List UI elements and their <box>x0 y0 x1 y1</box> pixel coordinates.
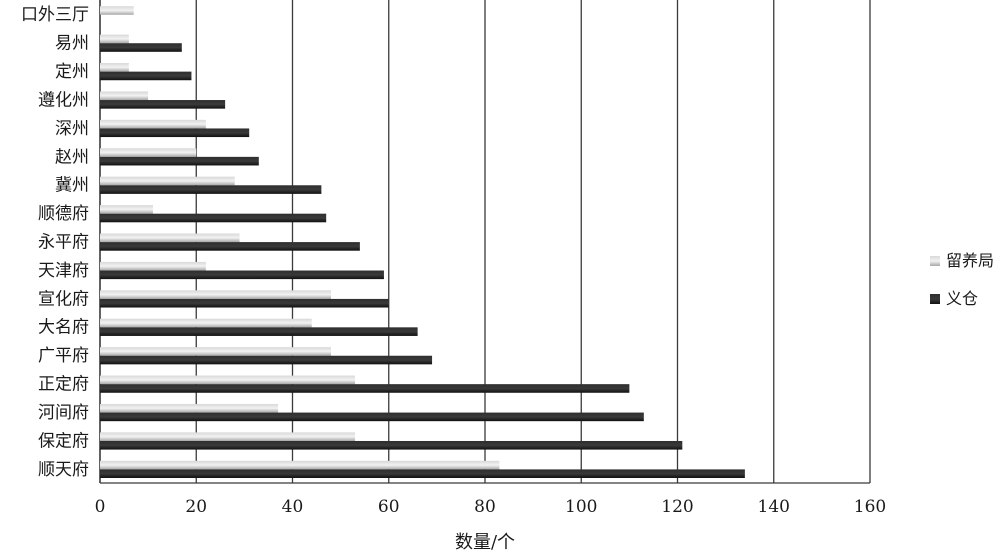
category-label: 大名府 <box>38 318 89 338</box>
bar-yicang <box>100 71 192 81</box>
x-tick-label: 160 <box>854 497 886 517</box>
category-label: 永平府 <box>38 233 89 253</box>
bar-yicang <box>100 156 259 166</box>
x-tick-label: 80 <box>474 497 496 517</box>
bar-yicang <box>100 242 360 251</box>
bar-yicang <box>100 43 182 52</box>
bar-yicang <box>100 412 644 422</box>
category-label: 天津府 <box>38 261 89 281</box>
bar-yicang <box>100 440 683 450</box>
bar-yicang <box>100 100 226 109</box>
category-label: 顺德府 <box>38 204 89 224</box>
bar-liuyangju <box>100 460 500 470</box>
x-tick-labels: 0 20 40 60 80 100 120 140 160 <box>95 497 887 517</box>
x-axis-title: 数量/个 <box>455 532 515 550</box>
bar-liuyangju <box>100 375 356 385</box>
bar-liuyangju <box>100 91 149 101</box>
bar-yicang <box>100 384 630 393</box>
bar-liuyangju <box>100 176 235 186</box>
bar-liuyangju <box>100 261 206 271</box>
bar-liuyangju <box>100 347 331 356</box>
category-label: 遵化州 <box>38 90 89 110</box>
legend-label: 留养局 <box>946 251 994 270</box>
gridlines <box>99 0 871 484</box>
x-tick-label: 0 <box>95 497 106 517</box>
bar-liuyangju <box>100 119 206 129</box>
x-tick-label: 140 <box>758 497 790 517</box>
category-label: 口外三厅 <box>21 5 89 25</box>
bar-liuyangju <box>100 205 153 214</box>
bar-yicang <box>100 270 384 280</box>
category-labels: 顺天府 保定府 河间府 正定府 广平府 大名府 宣化府 天津府 永平府 顺德府 冀州 赵州 深州 遵化州 定… <box>21 5 89 480</box>
bar-liuyangju <box>100 6 134 15</box>
bars <box>100 6 745 478</box>
category-label: 冀州 <box>55 176 89 196</box>
bar-yicang <box>100 327 418 336</box>
category-label: 保定府 <box>38 431 89 451</box>
bar-liuyangju <box>100 432 356 441</box>
x-tick-label: 20 <box>185 497 207 517</box>
bar-liuyangju <box>100 290 331 299</box>
bar-liuyangju <box>100 233 240 243</box>
bar-yicang <box>100 298 389 308</box>
x-tick-label: 60 <box>378 497 400 517</box>
category-label: 宣化府 <box>38 289 89 309</box>
category-label: 广平府 <box>38 346 89 366</box>
bar-liuyangju <box>100 63 129 72</box>
bar-yicang <box>100 469 745 478</box>
bar-yicang <box>100 355 433 365</box>
category-label: 正定府 <box>38 375 89 395</box>
bar-yicang <box>100 128 250 138</box>
category-label: 定州 <box>55 62 89 82</box>
x-tick-label: 40 <box>282 497 304 517</box>
bar-liuyangju <box>100 318 312 328</box>
bar-liuyangju <box>100 148 197 157</box>
category-label: 顺天府 <box>38 460 89 480</box>
legend-swatch <box>930 256 940 266</box>
bar-liuyangju <box>100 403 279 413</box>
x-tick-label: 120 <box>661 497 693 517</box>
bar-yicang <box>100 213 327 223</box>
category-label: 赵州 <box>55 147 89 167</box>
category-label: 深州 <box>55 119 89 139</box>
legend-swatch <box>930 294 940 304</box>
bar-liuyangju <box>100 34 129 44</box>
category-label: 易州 <box>55 34 89 54</box>
bar-yicang <box>100 185 322 194</box>
category-label: 河间府 <box>38 403 89 423</box>
legend-label: 义仓 <box>946 289 978 308</box>
x-tick-label: 100 <box>565 497 597 517</box>
